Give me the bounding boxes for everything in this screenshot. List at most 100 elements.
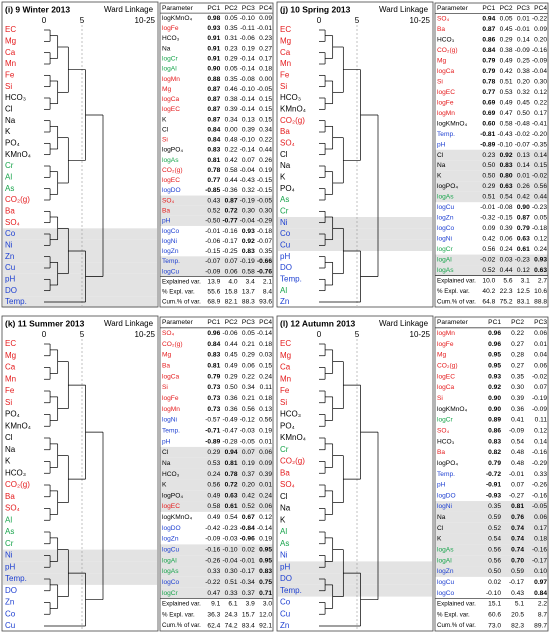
loading-value: 0.79 — [488, 460, 501, 467]
leaf-label: DO — [280, 263, 292, 272]
column-header: PC2 — [511, 319, 524, 326]
loading-value: 0.83 — [242, 248, 255, 255]
loading-value: 0.77 — [207, 177, 220, 184]
loading-value: 0.01 — [259, 438, 272, 445]
loading-value: 0.20 — [242, 482, 255, 489]
leaf-label: Fe — [5, 386, 15, 395]
loading-value: 0.95 — [259, 557, 272, 564]
loading-value: 0.75 — [259, 579, 272, 586]
leaf-label: As — [5, 527, 14, 536]
leaf-label: Cu — [280, 609, 290, 618]
loading-value: 0.93 — [488, 373, 501, 380]
loading-value: 0.92 — [500, 152, 513, 159]
loading-value: -0.03 — [222, 536, 237, 543]
loading-value: 0.22 — [259, 137, 272, 144]
parameter: logAl — [437, 257, 452, 264]
loading-value: 0.15 — [259, 96, 272, 103]
loading-value: 0.61 — [517, 246, 530, 253]
parameter: logPO₄ — [162, 147, 183, 154]
loading-value: 0.44 — [225, 341, 238, 348]
loading-value: 0.23 — [259, 35, 272, 42]
loading-value: 0.97 — [534, 579, 547, 586]
variance-value: 24.3 — [225, 612, 238, 619]
loading-value: 0.52 — [242, 503, 255, 510]
parameter: logCu — [162, 547, 180, 554]
loading-value: -0.14 — [240, 96, 255, 103]
loading-value: -0.08 — [240, 76, 255, 83]
variance-value: 2.2 — [538, 601, 547, 608]
loading-value: 0.83 — [207, 147, 220, 154]
loading-value: 0.84 — [207, 137, 220, 144]
loading-value: -0.02 — [480, 257, 495, 264]
variance-value: 60.6 — [488, 612, 501, 619]
row-shade — [160, 555, 273, 567]
loading-value: -0.49 — [222, 417, 237, 424]
loading-value: 0.02 — [488, 579, 501, 586]
shade — [278, 561, 432, 574]
loading-value: 0.18 — [259, 395, 272, 402]
loading-value: 0.25 — [517, 57, 530, 64]
variance-value: 3.4 — [246, 278, 255, 285]
loading-value: -0.14 — [240, 66, 255, 73]
loading-value: 0.12 — [259, 514, 272, 521]
loading-value: 0.01 — [259, 482, 272, 489]
loading-value: 0.18 — [259, 66, 272, 73]
leaf-label: K — [5, 127, 11, 136]
parameter: CO₂(g) — [162, 341, 183, 348]
row-shade — [435, 511, 548, 523]
loading-value: -0.18 — [532, 225, 547, 232]
parameter: logNi — [162, 417, 178, 424]
loading-value: 0.54 — [488, 536, 501, 543]
leaf-label: Co — [280, 229, 291, 238]
loading-value: -0.14 — [240, 147, 255, 154]
row-shade — [160, 566, 273, 577]
leaf-label: Cl — [5, 104, 13, 113]
leaf-label: Ni — [5, 240, 13, 249]
parameter: Si — [162, 137, 168, 144]
parameter: Temp. — [162, 258, 180, 265]
variance-value: 88.8 — [534, 299, 547, 306]
parameter: logPO₄ — [437, 460, 458, 467]
loading-value: 0.00 — [259, 76, 272, 83]
leaf-label: SO₄ — [5, 218, 20, 227]
parameter: logCr — [437, 417, 454, 424]
loading-value: -0.16 — [532, 547, 547, 554]
variance-value: 82.1 — [225, 299, 238, 306]
parameter: logKMnO₄ — [162, 514, 192, 521]
loading-value: -0.14 — [240, 55, 255, 62]
loading-value: 0.44 — [534, 194, 547, 201]
variance-label: Explained var. — [162, 601, 201, 608]
leaf-label: Ca — [280, 48, 291, 57]
loading-value: 0.38 — [225, 96, 238, 103]
loading-value: 0.63 — [517, 236, 530, 243]
loading-value: 0.15 — [259, 116, 272, 123]
axis-label: 10-25 — [135, 330, 156, 339]
parameter: logCo — [162, 579, 180, 586]
loading-value: -0.50 — [205, 218, 220, 225]
loading-value: 0.87 — [207, 86, 220, 93]
loading-value: 0.42 — [517, 194, 530, 201]
loading-value: 0.91 — [207, 45, 220, 52]
loading-value: -0.10 — [240, 137, 255, 144]
loading-value: -0.35 — [532, 141, 547, 148]
variance-value: 75.2 — [500, 299, 513, 306]
loading-value: -0.89 — [205, 438, 220, 445]
loading-value: -0.15 — [205, 248, 220, 255]
column-header: Parameter — [162, 5, 194, 12]
loading-value: 0.54 — [511, 438, 524, 445]
parameter: logDO — [437, 492, 456, 499]
column-header: PC4 — [259, 319, 272, 326]
leaf-label: Al — [5, 515, 12, 524]
leaf-label: Cr — [5, 161, 14, 170]
column-header: PC4 — [259, 5, 272, 12]
parameter: logEC — [437, 89, 455, 96]
loading-value: 0.05 — [225, 15, 238, 22]
variance-value: 88.3 — [242, 299, 255, 306]
loading-value: 0.46 — [225, 86, 238, 93]
loading-value: 0.61 — [225, 503, 238, 510]
loading-value: 0.74 — [511, 525, 524, 532]
loading-value: 0.93 — [534, 257, 547, 264]
loading-value: 0.89 — [488, 417, 501, 424]
variance-value: 5.6 — [503, 278, 512, 285]
variance-label: % Expl. var. — [162, 611, 195, 618]
